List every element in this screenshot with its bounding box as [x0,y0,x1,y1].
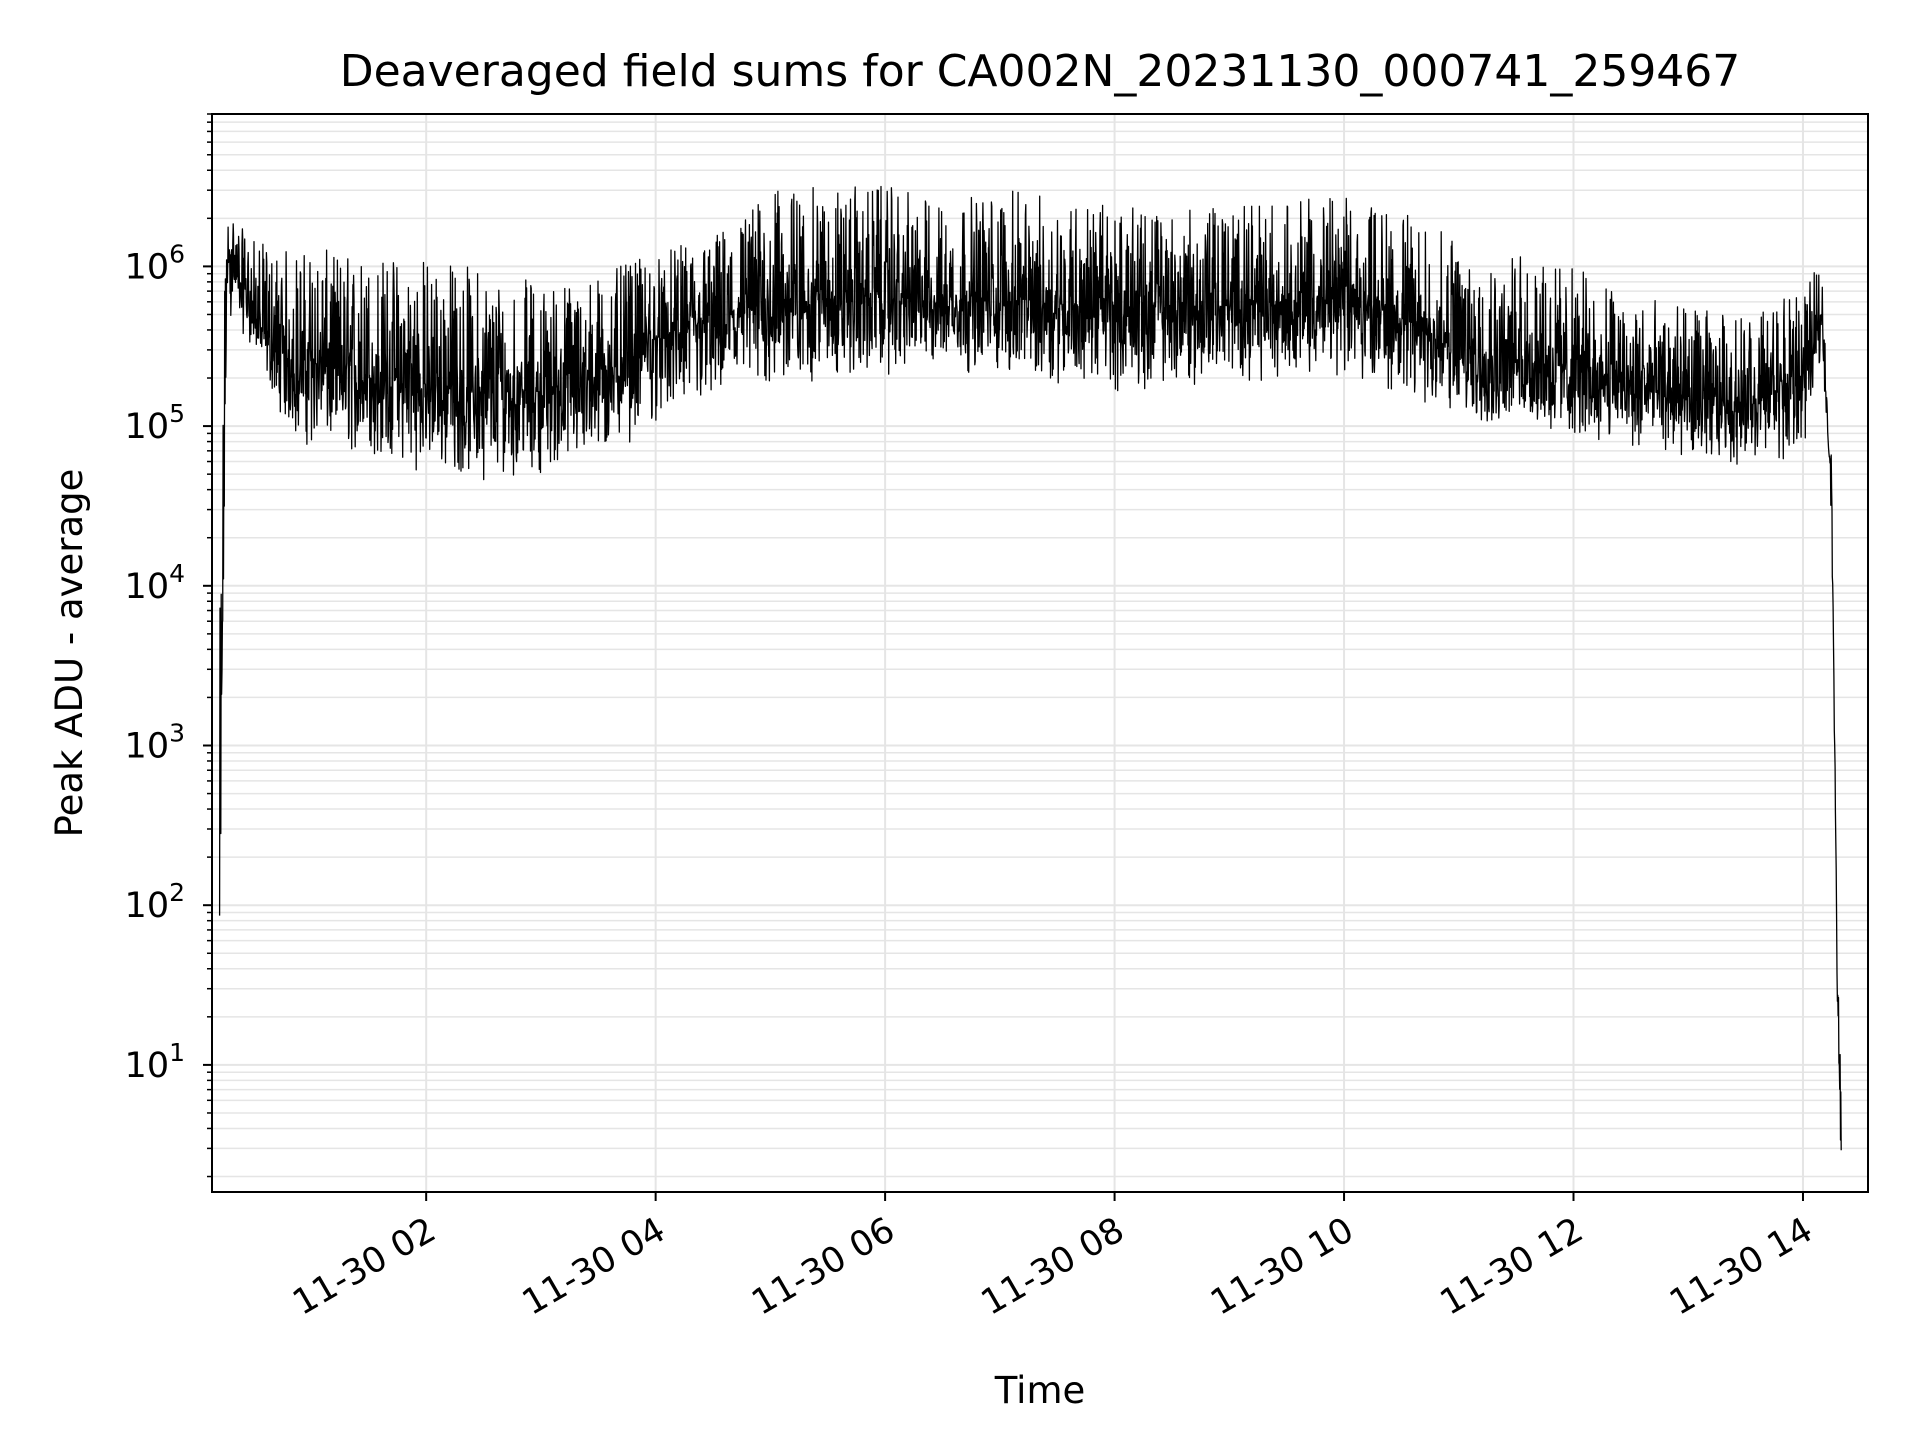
y-tick-label: 104 [125,559,185,607]
chart-title: Deaveraged field sums for CA002N_2023113… [340,46,1741,97]
y-tick-label: 105 [125,399,185,447]
x-axis-label: Time [994,1369,1086,1412]
plot-frame [211,113,1869,1193]
y-tick-label: 103 [125,718,185,766]
y-axis: 101 102 103 104 105 106 [125,113,212,1178]
data-series-line [218,185,1842,1151]
y-tick-label: 101 [125,1038,185,1086]
grid-minor [212,113,1868,1178]
y-tick-label: 106 [125,239,185,287]
series-line [218,185,1842,1151]
y-axis-label: Peak ADU - average [48,469,91,838]
y-tick-label: 102 [125,878,185,926]
